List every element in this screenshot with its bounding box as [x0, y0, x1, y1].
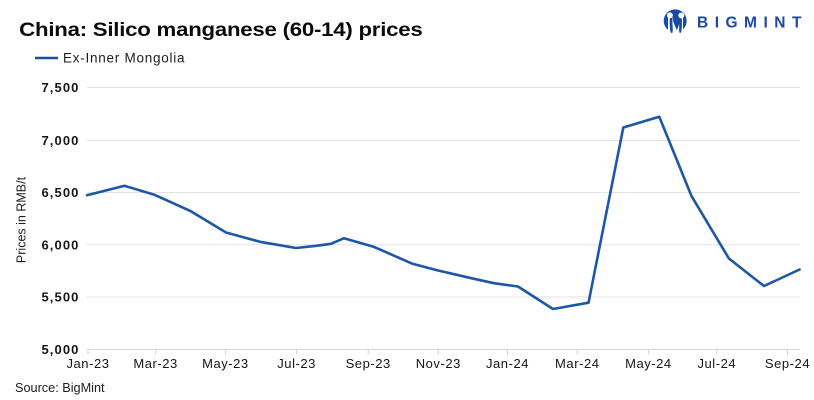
- svg-text:Jul-23: Jul-23: [277, 356, 316, 371]
- svg-text:Jan-24: Jan-24: [486, 356, 529, 371]
- svg-text:Mar-23: Mar-23: [133, 356, 177, 371]
- svg-text:Sep-24: Sep-24: [765, 356, 810, 371]
- svg-text:5,000: 5,000: [41, 342, 79, 357]
- svg-text:6,500: 6,500: [41, 185, 79, 200]
- svg-text:7,500: 7,500: [41, 80, 79, 95]
- svg-text:Nov-23: Nov-23: [416, 356, 461, 371]
- svg-text:China: Silico manganese (60-14: China: Silico manganese (60-14) prices: [19, 19, 422, 40]
- svg-text:BIGMINT: BIGMINT: [697, 15, 808, 32]
- svg-text:Jan-23: Jan-23: [66, 356, 109, 371]
- svg-text:Ex-Inner Mongolia: Ex-Inner Mongolia: [63, 51, 185, 66]
- svg-text:Source: BigMint: Source: BigMint: [15, 381, 105, 395]
- svg-text:May-23: May-23: [202, 356, 249, 371]
- svg-text:7,000: 7,000: [41, 133, 79, 148]
- svg-text:5,500: 5,500: [41, 290, 79, 305]
- svg-text:Sep-23: Sep-23: [346, 356, 391, 371]
- svg-text:Mar-24: Mar-24: [555, 356, 599, 371]
- svg-text:May-24: May-24: [625, 356, 672, 371]
- svg-text:6,000: 6,000: [41, 237, 79, 252]
- svg-text:Jul-24: Jul-24: [697, 356, 736, 371]
- svg-text:Prices in RMB/t: Prices in RMB/t: [15, 176, 29, 263]
